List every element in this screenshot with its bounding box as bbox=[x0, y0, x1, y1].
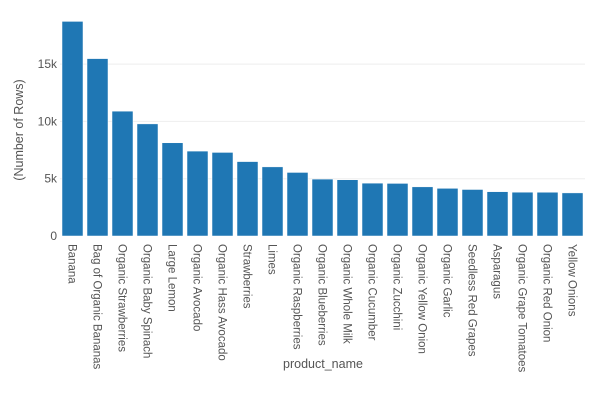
x-tick-label: Organic Cucumber bbox=[366, 244, 378, 341]
bar[interactable] bbox=[186, 150, 209, 237]
bar[interactable] bbox=[236, 161, 259, 237]
x-tick-label: Large Lemon bbox=[166, 244, 178, 312]
bar[interactable] bbox=[286, 172, 309, 237]
x-tick-label: Limes bbox=[266, 244, 278, 275]
bar[interactable] bbox=[511, 191, 534, 237]
x-axis-tick-labels: Banana Bag of Organic Bananas Organic Stra… bbox=[66, 244, 578, 373]
bar[interactable] bbox=[336, 179, 359, 237]
bar[interactable] bbox=[311, 178, 334, 237]
bar[interactable] bbox=[536, 191, 559, 237]
bar[interactable] bbox=[86, 58, 109, 237]
x-tick-label: Seedless Red Grapes bbox=[466, 244, 478, 357]
bar[interactable] bbox=[136, 123, 159, 237]
bars bbox=[61, 21, 584, 237]
y-tick-label: 15k bbox=[38, 57, 58, 71]
x-tick-label: Organic Garlic bbox=[441, 244, 453, 318]
y-tick-label: 0 bbox=[50, 229, 57, 243]
bar[interactable] bbox=[261, 166, 284, 237]
y-axis-title: (Number of Rows) bbox=[12, 79, 26, 180]
x-tick-label: Yellow Onions bbox=[566, 244, 578, 317]
bar[interactable] bbox=[411, 186, 434, 237]
x-tick-label: Banana bbox=[66, 244, 78, 284]
x-tick-label: Organic Zucchini bbox=[391, 244, 403, 330]
bar[interactable] bbox=[436, 188, 459, 237]
bar[interactable] bbox=[361, 182, 384, 237]
x-tick-label: Organic Strawberries bbox=[116, 244, 128, 352]
x-tick-label: Organic Whole Milk bbox=[341, 244, 353, 344]
y-tick-label: 10k bbox=[38, 114, 58, 128]
x-axis-title: product_name bbox=[283, 357, 363, 371]
x-tick-label: Asparagus bbox=[491, 244, 503, 299]
x-tick-label: Organic Yellow Onion bbox=[416, 244, 428, 354]
bar[interactable] bbox=[486, 191, 509, 237]
y-axis-ticks: 0 5k 10k 15k bbox=[38, 57, 58, 243]
x-tick-label: Organic Raspberries bbox=[291, 244, 303, 350]
bar[interactable] bbox=[461, 189, 484, 237]
bar[interactable] bbox=[211, 152, 234, 237]
x-tick-label: Organic Avocado bbox=[191, 244, 203, 331]
x-tick-label: Strawberries bbox=[241, 244, 253, 309]
bar[interactable] bbox=[61, 21, 84, 237]
y-tick-label: 5k bbox=[44, 172, 58, 186]
bar[interactable] bbox=[161, 142, 184, 237]
x-tick-label: Bag of Organic Bananas bbox=[91, 244, 103, 370]
bar[interactable] bbox=[386, 183, 409, 237]
x-tick-label: Organic Grape Tomatoes bbox=[516, 244, 528, 373]
bar[interactable] bbox=[561, 192, 584, 237]
x-tick-label: Organic Hass Avocado bbox=[216, 244, 228, 361]
bar[interactable] bbox=[111, 110, 134, 237]
x-tick-label: Organic Red Onion bbox=[541, 244, 553, 342]
x-tick-label: Organic Baby Spinach bbox=[141, 244, 153, 358]
x-tick-label: Organic Blueberries bbox=[316, 244, 328, 346]
